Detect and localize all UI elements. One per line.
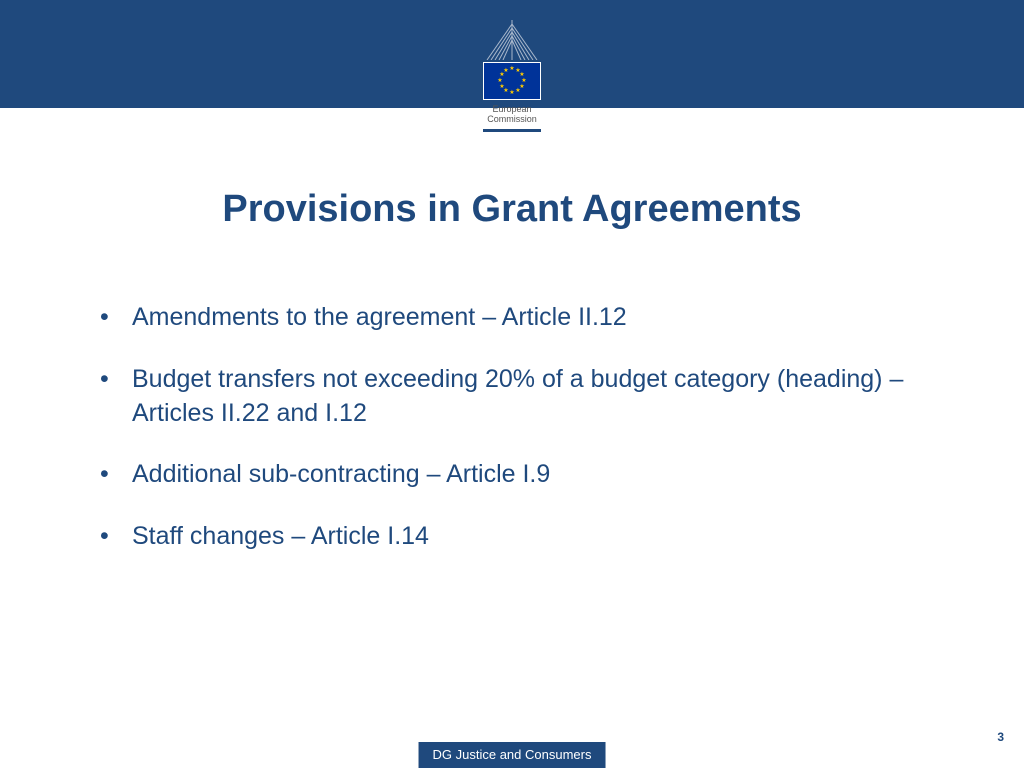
eu-flag-icon: ★ ★ ★ ★ ★ ★ ★ ★ ★ ★ ★ ★: [483, 62, 541, 100]
slide-title: Provisions in Grant Agreements: [80, 188, 944, 231]
bullet-item: Amendments to the agreement – Article II…: [100, 301, 944, 335]
bullet-item: Budget transfers not exceeding 20% of a …: [100, 363, 944, 431]
logo-caption-line1: European: [456, 104, 568, 114]
logo-caption: European Commission: [456, 104, 568, 125]
page-number: 3: [997, 730, 1004, 744]
bullet-item: Staff changes – Article I.14: [100, 520, 944, 554]
slide-body: Provisions in Grant Agreements Amendment…: [0, 108, 1024, 554]
logo-caption-line2: Commission: [456, 114, 568, 124]
header-bar: ★ ★ ★ ★ ★ ★ ★ ★ ★ ★ ★ ★ European Commiss…: [0, 0, 1024, 108]
bullet-list: Amendments to the agreement – Article II…: [80, 301, 944, 554]
footer-tag: DG Justice and Consumers: [419, 742, 606, 768]
berlaymont-icon: [456, 18, 568, 60]
bullet-item: Additional sub-contracting – Article I.9: [100, 458, 944, 492]
logo-underline: [483, 129, 541, 132]
ec-logo: ★ ★ ★ ★ ★ ★ ★ ★ ★ ★ ★ ★ European Commiss…: [456, 18, 568, 132]
